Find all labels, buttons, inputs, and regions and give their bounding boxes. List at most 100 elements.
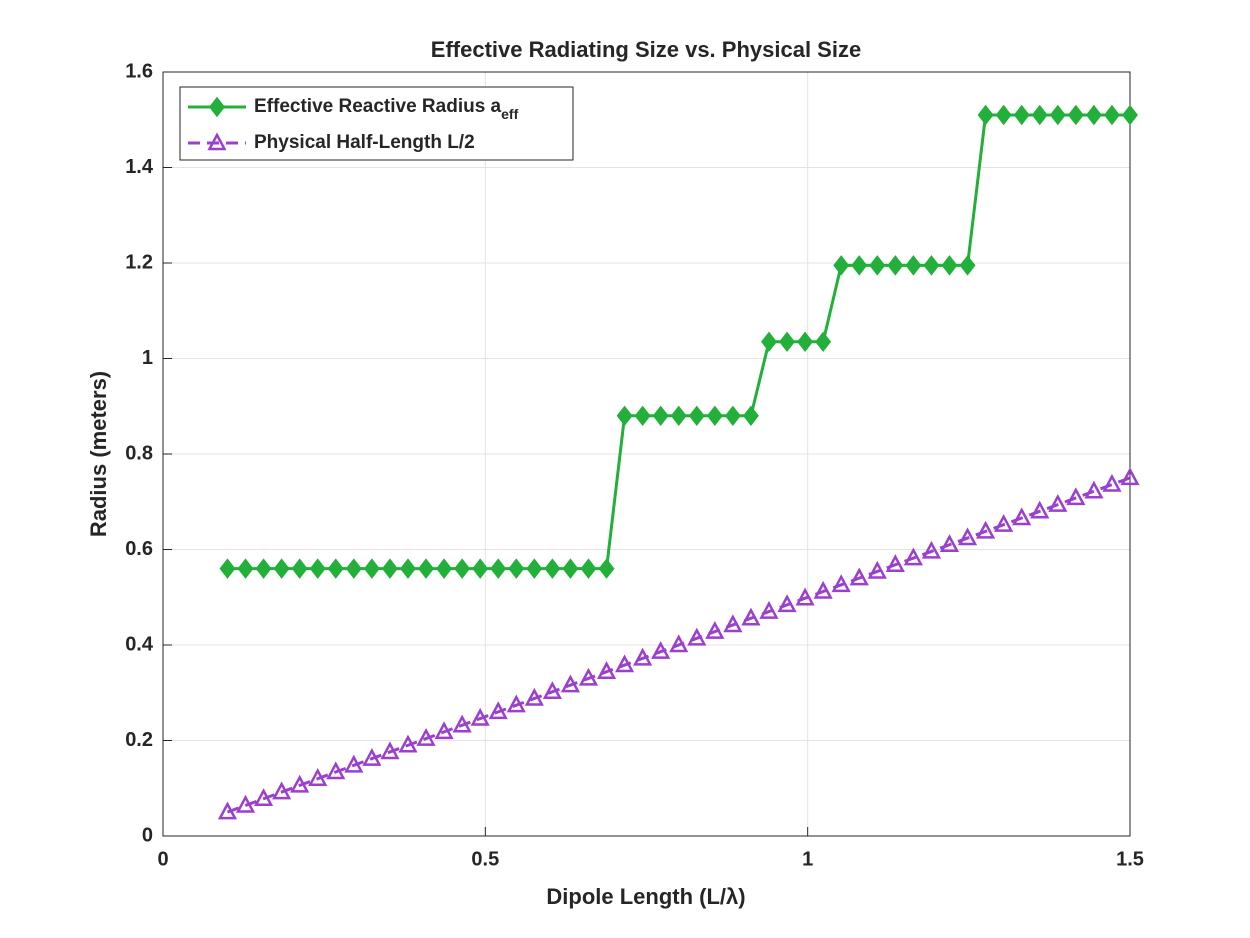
marker (1067, 104, 1084, 126)
marker (596, 661, 617, 679)
marker (598, 558, 615, 579)
y-tick-label: 1.2 (125, 251, 153, 273)
marker (1031, 104, 1048, 126)
marker (544, 558, 561, 579)
marker (1013, 104, 1030, 126)
marker (470, 707, 490, 726)
marker (1030, 500, 1050, 519)
marker (651, 641, 671, 659)
marker (327, 558, 344, 579)
marker (416, 727, 436, 746)
x-axis-label: Dipole Length (L/λ) (546, 884, 745, 909)
marker (724, 405, 741, 427)
marker (436, 558, 453, 579)
marker (272, 781, 292, 800)
legend-text: Physical Half-Length L/2 (254, 132, 475, 153)
marker (560, 674, 581, 693)
marker (741, 607, 761, 626)
marker (995, 104, 1012, 126)
x-tick-label: 1 (802, 848, 813, 870)
marker (687, 627, 707, 646)
legend-subscript: eff (501, 106, 518, 122)
marker (291, 558, 308, 579)
marker (362, 747, 382, 766)
marker (398, 734, 418, 753)
y-axis-label: Radius (meters) (86, 371, 111, 537)
x-tick-label: 1.5 (1116, 848, 1144, 870)
marker (813, 580, 833, 599)
marker (1085, 104, 1102, 126)
marker (472, 558, 489, 579)
marker (797, 331, 814, 353)
marker (217, 801, 238, 820)
marker (380, 741, 400, 760)
marker (652, 405, 669, 427)
marker (326, 761, 346, 780)
marker (490, 558, 507, 579)
marker (614, 654, 635, 673)
marker (867, 560, 887, 579)
marker (526, 558, 543, 579)
marker (434, 721, 454, 740)
marker (905, 255, 922, 276)
marker (1103, 104, 1120, 126)
marker (977, 104, 994, 126)
marker (1049, 104, 1066, 126)
marker (400, 558, 416, 579)
marker (344, 754, 364, 773)
marker (1012, 507, 1032, 526)
y-tick-label: 0.8 (125, 442, 153, 464)
marker (688, 405, 705, 427)
marker (777, 594, 797, 613)
marker (488, 701, 508, 720)
marker (524, 687, 544, 706)
marker (542, 681, 562, 700)
legend-label: Physical Half-Length L/2 (254, 132, 475, 153)
x-tick-label: 0.5 (471, 848, 499, 870)
marker (219, 558, 236, 579)
marker (1084, 480, 1104, 499)
x-tick-label: 0 (157, 848, 168, 870)
marker (363, 558, 380, 579)
marker (887, 255, 904, 276)
marker (761, 331, 777, 353)
marker (959, 255, 976, 276)
marker (562, 558, 579, 579)
marker (851, 255, 868, 276)
marker (705, 620, 725, 639)
marker (209, 96, 225, 118)
y-tick-label: 1 (142, 347, 153, 369)
marker (454, 558, 471, 579)
marker (255, 558, 272, 579)
y-tick-label: 1.4 (125, 156, 154, 178)
marker (831, 574, 851, 593)
marker (578, 667, 599, 686)
marker (253, 788, 274, 807)
marker (633, 647, 653, 666)
marker (506, 694, 526, 713)
marker (670, 405, 687, 427)
marker (616, 405, 633, 427)
marker (381, 558, 398, 579)
marker (723, 614, 743, 633)
marker (290, 774, 310, 793)
marker (921, 540, 942, 559)
marker (1120, 467, 1140, 486)
marker (508, 558, 525, 579)
marker (849, 567, 869, 586)
marker (235, 794, 256, 813)
legend-text: Effective Reactive Radius a (254, 96, 502, 117)
y-tick-label: 0.4 (125, 633, 154, 655)
legend-box (179, 86, 574, 161)
y-tick-label: 0.2 (125, 729, 153, 751)
marker (1048, 493, 1068, 512)
marker (903, 547, 923, 566)
marker (795, 587, 815, 606)
marker (941, 255, 958, 276)
marker (976, 520, 996, 539)
y-tick-label: 0 (142, 824, 153, 846)
marker (885, 554, 905, 573)
y-tick-label: 1.6 (125, 60, 153, 82)
marker (923, 255, 940, 276)
